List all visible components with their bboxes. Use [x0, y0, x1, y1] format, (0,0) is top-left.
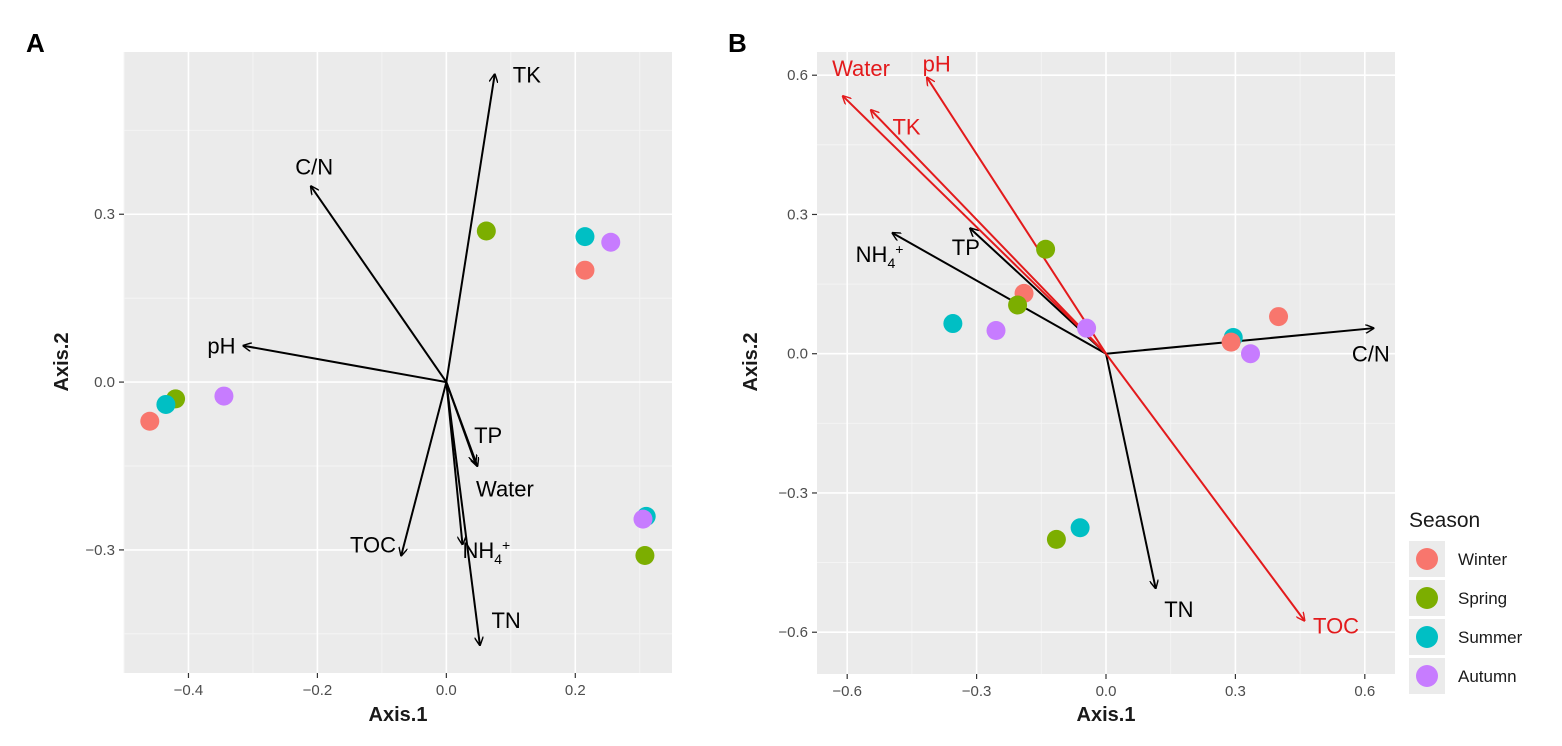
panel-b-vector-ph	[927, 78, 1107, 355]
legend: Season Winter Spring Summer Autumn	[1409, 509, 1523, 694]
panel-a-vector-label-tp: TP	[474, 423, 502, 448]
panel-a-point-winter	[575, 260, 595, 280]
panel-b-point-spring	[1046, 529, 1066, 549]
panel-a-point-autumn	[601, 232, 621, 252]
panel-b-label: B	[728, 28, 747, 58]
panel-a-x-tick-label: 0.0	[436, 682, 457, 699]
panel-b-y-axis-title: Axis.2	[740, 333, 762, 392]
panel-a-points	[140, 221, 656, 566]
panel-b-vector-label-tk: TK	[892, 114, 920, 139]
legend-swatch-summer	[1416, 626, 1438, 648]
legend-swatch-autumn	[1416, 665, 1438, 687]
panel-b-ticks: −0.6 −0.3 0.0 0.3 0.6 −0.6 −0.3 0.0 0.3 0.6	[778, 67, 1375, 700]
panel-a-vector-tn	[445, 381, 480, 645]
panel-a-ticks: −0.4 −0.2 0.0 0.2 −0.3 0.0 0.3	[85, 206, 585, 699]
legend-swatch-winter	[1416, 548, 1438, 570]
panel-b-x-tick-label: −0.3	[962, 683, 992, 700]
panel-a-vector-c-n	[311, 186, 448, 383]
panel-b-vector-nh4	[892, 233, 1107, 355]
panel-b-point-autumn	[1077, 318, 1097, 338]
panel-b-x-tick-label: 0.0	[1096, 683, 1117, 700]
panel-b-vectors: Water pH TK NH4+ TP C/N TN TOC	[832, 52, 1390, 639]
panel-b-y-tick-label: −0.3	[778, 485, 808, 502]
panel-a-point-spring	[476, 221, 496, 241]
legend-label-autumn: Autumn	[1458, 667, 1517, 686]
panel-b-vector-label-water: Water	[832, 56, 890, 81]
panel-a-y-tick-label: 0.0	[94, 374, 115, 391]
panel-b-vector-tk	[871, 110, 1107, 355]
panel-a-point-autumn	[633, 509, 653, 529]
panel-a-vector-label-water: Water	[476, 476, 534, 501]
panel-a-vector-label-tk: TK	[513, 62, 541, 87]
panel-a-point-spring	[635, 546, 655, 566]
panel-a-vector-ph	[243, 346, 447, 384]
panel-b-vector-label-ph: pH	[923, 52, 951, 77]
legend-label-spring: Spring	[1458, 589, 1507, 608]
legend-items: Winter Spring Summer Autumn	[1409, 541, 1523, 694]
panel-b-point-winter	[1221, 332, 1241, 352]
panel-b-vector-toc	[1105, 353, 1304, 621]
panel-b-x-tick-label: 0.3	[1225, 683, 1246, 700]
panel-a-y-axis-title: Axis.2	[51, 333, 73, 392]
panel-b-y-tick-label: 0.6	[787, 67, 808, 84]
panel-b-vector-label-toc: TOC	[1313, 613, 1359, 638]
panel-a-point-summer	[575, 227, 595, 247]
panel-b-point-winter	[1269, 307, 1289, 327]
panel-b-vector-water	[843, 96, 1107, 355]
legend-label-winter: Winter	[1458, 550, 1507, 569]
panel-b-x-tick-label: 0.6	[1354, 683, 1375, 700]
panel-b-vector-label-tp: TP	[952, 235, 980, 260]
panel-a-x-tick-label: −0.2	[303, 682, 333, 699]
legend-swatch-spring	[1416, 587, 1438, 609]
panel-a-x-axis-title: Axis.1	[369, 704, 428, 726]
panel-b-vector-tn	[1105, 353, 1156, 588]
panel-b-y-tick-label: 0.3	[787, 206, 808, 223]
panel-b-vector-label-c-n: C/N	[1352, 342, 1390, 367]
panel-b-y-tick-label: 0.0	[787, 346, 808, 363]
panel-b-y-tick-label: −0.6	[778, 624, 808, 641]
panel-a-point-autumn	[214, 386, 234, 406]
legend-title: Season	[1409, 509, 1480, 532]
panel-b-point-summer	[1070, 518, 1090, 538]
panel-b-point-autumn	[986, 321, 1006, 341]
panel-a-plot-area	[124, 52, 672, 673]
panel-a-y-tick-label: 0.3	[94, 206, 115, 223]
panel-a-vector-label-nh4: NH4+	[462, 537, 510, 567]
panel-b-vector-label-tn: TN	[1164, 597, 1193, 622]
panel-b: B −0.6 −0.3 0.0 0.3 0.6 −0.6 −0.3 0.0 0.3 0.6 Wat…	[728, 28, 1395, 726]
panel-b-x-axis-title: Axis.1	[1077, 704, 1136, 726]
legend-label-summer: Summer	[1458, 628, 1523, 647]
panel-a-vectors: TK C/N pH TP Water NH4+ TOC TN	[207, 62, 541, 645]
panel-a-vector-label-tn: TN	[491, 608, 520, 633]
panel-b-point-spring	[1036, 239, 1056, 259]
panel-a-y-tick-label: −0.3	[85, 542, 115, 559]
panel-b-points	[943, 239, 1289, 549]
panel-a: A −0.4 −0.2 0.0 0.2 −0.3 0.0 0.3 TK C/N pH TP Wate…	[26, 28, 672, 726]
panel-a-point-winter	[140, 411, 160, 431]
panel-a-x-tick-label: 0.2	[565, 682, 586, 699]
panel-a-label: A	[26, 28, 45, 58]
panel-b-point-autumn	[1241, 344, 1260, 364]
panel-a-grid	[123, 52, 672, 673]
panel-a-vector-toc	[401, 381, 448, 555]
panel-a-x-tick-label: −0.4	[174, 682, 204, 699]
panel-b-x-tick-label: −0.6	[832, 683, 862, 700]
panel-a-vector-tk	[445, 74, 494, 383]
panel-b-point-summer	[943, 314, 963, 334]
panel-a-point-summer	[156, 394, 176, 414]
panel-a-vector-label-ph: pH	[207, 334, 235, 359]
panel-a-vector-water	[445, 381, 477, 466]
panel-a-vector-label-c-n: C/N	[295, 155, 333, 180]
panel-b-vector-label-nh4: NH4+	[856, 241, 904, 271]
panel-a-vector-label-toc: TOC	[350, 532, 396, 557]
panel-b-point-spring	[1008, 295, 1028, 315]
